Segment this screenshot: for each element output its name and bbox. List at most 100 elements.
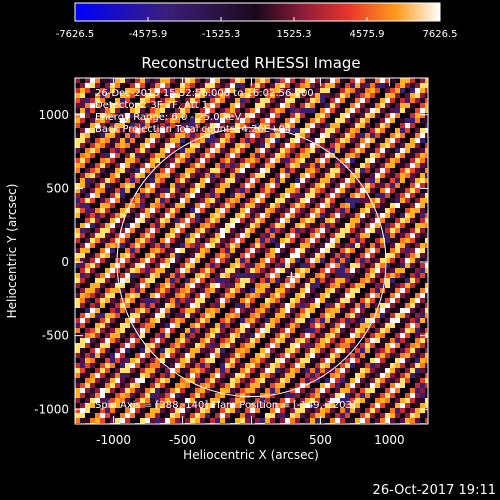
heatmap-cell (190, 343, 195, 348)
heatmap-cell (340, 168, 345, 173)
heatmap-cell (420, 408, 425, 413)
heatmap-cell (75, 388, 80, 393)
heatmap-cell (80, 83, 85, 88)
heatmap-cell (305, 268, 310, 273)
heatmap-cell (345, 108, 350, 113)
heatmap-cell (425, 308, 428, 313)
heatmap-cell (280, 323, 285, 328)
heatmap-cell (245, 313, 250, 318)
heatmap-cell (375, 138, 380, 143)
heatmap-cell (105, 343, 110, 348)
heatmap-cell (225, 298, 230, 303)
heatmap-cell (270, 393, 275, 398)
heatmap-cell (265, 358, 270, 363)
heatmap-cell (280, 223, 285, 228)
heatmap-cell (365, 358, 370, 363)
heatmap-cell (225, 393, 230, 398)
heatmap-cell (340, 248, 345, 253)
heatmap-cell (310, 298, 315, 303)
heatmap-cell (180, 193, 185, 198)
heatmap-cell (160, 98, 165, 103)
heatmap-cell (230, 373, 235, 378)
heatmap-cell (140, 83, 145, 88)
heatmap-cell (270, 208, 275, 213)
heatmap-cell (160, 113, 165, 118)
heatmap-cell (210, 353, 215, 358)
heatmap-cell (400, 258, 405, 263)
heatmap-cell (330, 348, 335, 353)
heatmap-cell (330, 218, 335, 223)
heatmap-cell (350, 363, 355, 368)
heatmap-cell (190, 353, 195, 358)
heatmap-cell (155, 303, 160, 308)
heatmap-cell (360, 103, 365, 108)
heatmap-cell (185, 318, 190, 323)
heatmap-cell (165, 323, 170, 328)
heatmap-cell (415, 398, 420, 403)
heatmap-cell (355, 253, 360, 258)
heatmap-cell (140, 123, 145, 128)
heatmap-cell (200, 368, 205, 373)
heatmap-cell (280, 238, 285, 243)
heatmap-cell (225, 93, 230, 98)
heatmap-cell (80, 168, 85, 173)
heatmap-cell (100, 128, 105, 133)
heatmap-cell (130, 388, 135, 393)
heatmap-cell (90, 213, 95, 218)
heatmap-cell (310, 288, 315, 293)
heatmap-cell (325, 388, 330, 393)
heatmap-cell (195, 208, 200, 213)
heatmap-cell (165, 343, 170, 348)
heatmap-cell (145, 278, 150, 283)
heatmap-cell (190, 418, 195, 423)
heatmap-cell (350, 248, 355, 253)
heatmap-cell (315, 228, 320, 233)
heatmap-cell (300, 303, 305, 308)
heatmap-cell (145, 113, 150, 118)
heatmap-cell (415, 198, 420, 203)
heatmap-cell (410, 183, 415, 188)
heatmap-cell (120, 218, 125, 223)
heatmap-cell (290, 108, 295, 113)
heatmap-cell (390, 183, 395, 188)
heatmap-cell (340, 263, 345, 268)
heatmap-cell (135, 333, 140, 338)
heatmap-cell (325, 418, 330, 423)
heatmap-cell (315, 138, 320, 143)
heatmap-cell (300, 173, 305, 178)
heatmap-cell (365, 83, 370, 88)
heatmap-cell (225, 283, 230, 288)
heatmap-cell (420, 83, 425, 88)
heatmap-cell (130, 253, 135, 258)
heatmap-cell (210, 273, 215, 278)
heatmap-cell (215, 403, 220, 408)
heatmap-cell (385, 153, 390, 158)
heatmap-cell (275, 233, 280, 238)
heatmap-cell (135, 243, 140, 248)
heatmap-cell (170, 148, 175, 153)
heatmap-cell (415, 383, 420, 388)
heatmap-cell (200, 188, 205, 193)
heatmap-cell (155, 78, 160, 83)
heatmap-cell (255, 93, 260, 98)
heatmap-cell (360, 193, 365, 198)
heatmap-cell (310, 88, 315, 93)
heatmap-cell (380, 218, 385, 223)
heatmap-cell (205, 268, 210, 273)
heatmap-cell (270, 128, 275, 133)
heatmap-cell (405, 418, 410, 423)
heatmap-cell (110, 258, 115, 263)
heatmap-cell (190, 413, 195, 418)
heatmap-cell (120, 258, 125, 263)
heatmap-cell (220, 98, 225, 103)
heatmap-cell (195, 318, 200, 323)
heatmap-cell (155, 313, 160, 318)
heatmap-cell (275, 313, 280, 318)
heatmap-cell (180, 318, 185, 323)
heatmap-cell (325, 188, 330, 193)
heatmap-cell (405, 403, 410, 408)
heatmap-cell (195, 228, 200, 233)
heatmap-cell (365, 78, 370, 83)
heatmap-cell (400, 368, 405, 373)
heatmap-cell (175, 358, 180, 363)
